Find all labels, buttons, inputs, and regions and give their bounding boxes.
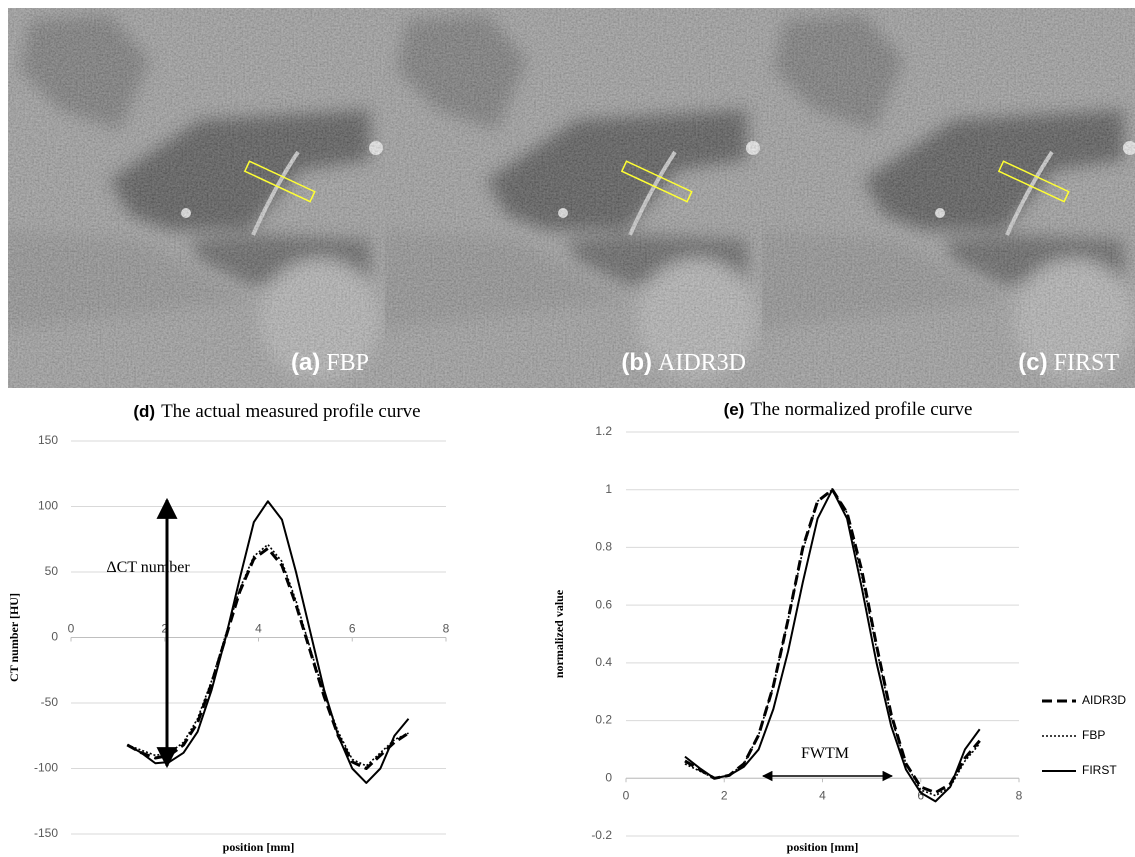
y-tick-label: -150 [34,826,58,840]
y-tick-label: -50 [41,695,59,709]
panel-letter: (a) [291,349,320,376]
x-tick-label: 8 [1016,788,1023,802]
panel-name: FIRST [1054,350,1120,376]
chart-title: (d) The actual measured profile curve [133,401,420,422]
y-tick-label: -100 [34,761,58,775]
legend-label: AIDR3D [1082,693,1126,707]
x-tick-label: 0 [623,788,630,802]
panel-letter: (c) [1018,349,1047,376]
legend-label: FBP [1082,728,1105,742]
y-tick-label: 50 [45,564,59,578]
x-tick-label: 4 [819,788,826,802]
x-tick-label: 8 [443,622,450,636]
charts: (d) The actual measured profile curve -150… [7,399,1126,854]
panel-label: (b) AIDR3D [621,349,746,376]
y-tick-label: 0 [51,630,58,644]
image-content [8,8,385,388]
x-tick-label: 6 [917,788,924,802]
chart-label: (e) [724,400,745,419]
series-line [684,488,981,797]
chart-title-text: The normalized profile curve [750,399,972,420]
y-tick-label: 0.8 [595,540,612,554]
series-line [684,488,981,803]
ct-image: (a) FBP [8,8,385,388]
image-content [762,8,1135,388]
roi-box [997,160,1070,203]
panel-letter: (b) [621,349,652,376]
image-content [385,8,762,388]
roi-box [243,160,316,203]
y-tick-label: 150 [38,433,58,447]
chart: (d) The actual measured profile curve -150… [7,401,450,854]
y-tick-label: 0.6 [595,597,612,611]
noise [385,8,762,388]
panel-label: (c) FIRST [1018,349,1119,376]
annotation: FWTM [801,745,849,762]
ct-image: (b) AIDR3D [385,8,762,388]
y-axis-label: normalized value [552,589,566,678]
chart-title: (e) The normalized profile curve [724,399,973,420]
chart-title-text: The actual measured profile curve [161,401,421,422]
noise [762,8,1135,388]
x-tick-label: 4 [255,622,262,636]
y-axis-label: CT number [HU] [7,593,21,682]
y-tick-label: 100 [38,499,58,513]
legend-label: FIRST [1082,763,1117,777]
panel-label: (a) FBP [291,349,369,376]
series-line [126,546,410,770]
chart-label: (d) [133,402,155,421]
series-line [126,543,409,767]
x-tick-label: 2 [721,788,728,802]
panel-name: FBP [326,350,369,376]
y-tick-label: 1.2 [595,424,612,438]
ct-image: (c) FIRST [762,8,1135,388]
y-tick-label: 0 [605,770,612,784]
y-tick-label: -0.2 [591,828,612,842]
roi-box [620,160,693,203]
x-axis-label: position [mm] [223,840,295,854]
x-tick-label: 6 [349,622,356,636]
series-line [126,500,410,784]
x-tick-label: 0 [68,622,75,636]
y-tick-label: 0.4 [595,655,612,669]
y-tick-label: 1 [605,482,612,496]
chart: (e) The normalized profile curve -0.2 0 0.2 0… [552,399,1126,854]
image-panels: (a) FBP (b) AIDR3D (c) FIRST [8,8,1135,388]
y-tick-label: 0.2 [595,713,612,727]
panel-name: AIDR3D [658,350,746,376]
x-axis-label: position [mm] [787,840,859,854]
noise [8,8,385,388]
annotation: ΔCT number [106,559,190,576]
